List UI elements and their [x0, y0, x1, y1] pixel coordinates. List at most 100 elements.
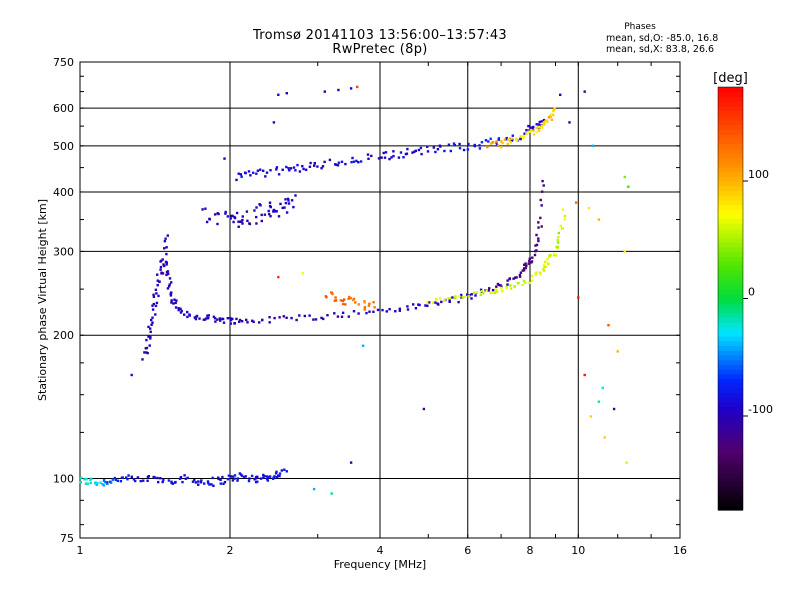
- data-point: [155, 292, 158, 295]
- data-point: [390, 156, 393, 159]
- data-point: [392, 150, 395, 153]
- data-point: [328, 158, 332, 162]
- data-point: [448, 297, 451, 300]
- data-point: [272, 476, 275, 479]
- data-point: [99, 481, 102, 484]
- data-point: [178, 477, 182, 480]
- data-point: [268, 321, 271, 324]
- data-point: [158, 280, 161, 283]
- colorbar-segment: [718, 166, 743, 173]
- data-point: [435, 298, 438, 301]
- data-point: [539, 198, 542, 202]
- data-point: [506, 142, 509, 146]
- data-point: [231, 317, 234, 321]
- colorbar-segment: [718, 260, 743, 267]
- data-point: [237, 220, 240, 223]
- data-point: [237, 172, 240, 175]
- data-point: [351, 156, 354, 160]
- data-point: [231, 214, 234, 218]
- data-point: [266, 478, 269, 481]
- data-point: [274, 472, 278, 475]
- data-point: [290, 199, 294, 202]
- data-point: [292, 166, 296, 169]
- data-point: [547, 262, 550, 265]
- data-point: [149, 335, 152, 339]
- data-point: [229, 322, 232, 325]
- data-point: [537, 221, 540, 224]
- colorbar-segment: [718, 463, 743, 469]
- data-point: [96, 481, 99, 485]
- data-point: [491, 288, 495, 292]
- data-point: [466, 148, 470, 151]
- data-point: [382, 151, 385, 155]
- data-point: [487, 289, 490, 292]
- data-point: [308, 314, 311, 317]
- data-point: [323, 160, 326, 164]
- data-point: [603, 436, 606, 439]
- data-point: [217, 476, 220, 479]
- data-point: [258, 321, 261, 324]
- data-point: [384, 151, 388, 154]
- data-point: [262, 473, 265, 477]
- data-point: [466, 293, 469, 296]
- data-point: [266, 479, 270, 482]
- data-point: [150, 323, 153, 326]
- data-point: [170, 281, 173, 284]
- data-point: [404, 152, 408, 156]
- data-point: [184, 477, 187, 480]
- data-point: [532, 133, 536, 136]
- colorbar-label: [deg]: [713, 71, 748, 86]
- data-point: [163, 247, 166, 250]
- colorbar-segment: [718, 495, 743, 502]
- data-point: [282, 315, 285, 318]
- data-point: [426, 145, 429, 148]
- x-tick-label: 1: [77, 544, 84, 557]
- data-point: [528, 130, 531, 133]
- data-point: [550, 112, 553, 116]
- colorbar-segment: [718, 195, 743, 201]
- data-point: [448, 300, 451, 303]
- colorbar-segment: [718, 416, 743, 422]
- data-point: [141, 358, 144, 361]
- data-point: [340, 315, 344, 318]
- data-point: [528, 259, 531, 263]
- data-point: [402, 156, 405, 159]
- data-point: [186, 310, 189, 314]
- data-point: [497, 138, 500, 141]
- data-point: [149, 337, 152, 340]
- colorbar-segment: [718, 293, 743, 300]
- data-point: [292, 205, 295, 209]
- data-point: [406, 305, 409, 308]
- colorbar-tick-label: 100: [748, 168, 769, 181]
- data-point: [420, 152, 423, 156]
- data-point: [506, 279, 509, 282]
- data-point: [341, 299, 345, 303]
- data-point: [285, 470, 288, 473]
- colorbar-segment: [718, 171, 743, 177]
- data-point: [514, 276, 517, 279]
- data-point: [418, 303, 421, 307]
- data-point: [253, 209, 256, 212]
- data-point: [320, 167, 323, 170]
- data-point: [238, 472, 241, 475]
- data-point: [347, 297, 350, 300]
- data-point: [519, 271, 523, 274]
- data-point: [426, 150, 430, 153]
- data-point: [170, 481, 173, 485]
- data-point: [552, 254, 556, 257]
- data-point: [333, 312, 336, 315]
- data-point: [285, 165, 288, 169]
- colorbar-segment: [718, 289, 743, 295]
- data-point: [414, 307, 418, 310]
- colorbar-segment: [718, 218, 743, 224]
- data-point: [547, 116, 551, 119]
- data-point: [157, 480, 160, 484]
- data-point: [500, 140, 503, 143]
- data-point: [352, 298, 355, 302]
- data-point: [223, 480, 227, 484]
- y-tick-label: 75: [60, 532, 74, 545]
- data-point: [490, 291, 494, 294]
- colorbar-segment: [718, 491, 743, 497]
- data-point: [226, 215, 229, 218]
- data-point: [229, 217, 232, 220]
